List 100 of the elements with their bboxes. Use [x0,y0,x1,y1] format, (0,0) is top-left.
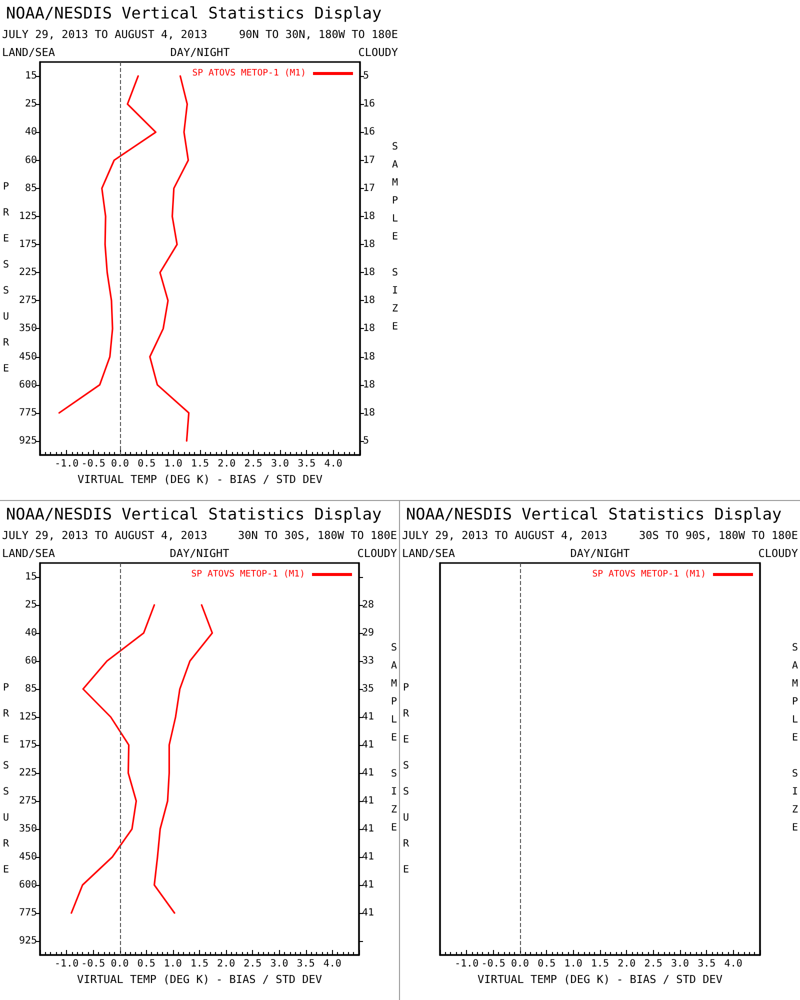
y2-tick-label: 18 [363,267,376,278]
text: SAMPLE SIZE [390,642,398,834]
text: DAY/NIGHT [170,46,230,59]
x-tick-label: 3.5 [298,458,316,470]
y2-tick-label: 35 [362,684,374,694]
y-tick-label: 25 [24,98,37,110]
y2-tick-label: 41 [362,880,374,890]
y-tick-label: 775 [18,407,37,418]
x-tick-label: -0.5 [481,958,506,970]
text: PRESSURE [3,682,10,876]
y2-tick-label: 41 [362,712,374,722]
text: PRESSURE [403,682,410,876]
y-tick-label: 60 [24,656,37,666]
text: LAND/SEA [2,46,56,59]
y2-tick-label: 16 [363,126,376,138]
legend-label: SP ATOVS METOP-1 (M1) [191,570,305,580]
y2-tick-label: 41 [362,908,374,918]
y-tick-label: 85 [24,684,37,694]
x-tick-label: 1.0 [564,958,582,970]
text: 30N TO 30S, 180W TO 180E [238,529,398,542]
y-tick-label: 175 [18,238,37,250]
y2-tick-label: 41 [362,768,374,778]
x-tick-label: 4.0 [324,458,342,470]
y2-tick-label: 5 [363,435,370,446]
y2-tick-label: 29 [362,628,374,638]
legend-label: SP ATOVS METOP-1 (M1) [592,570,706,580]
text: DAY/NIGHT [570,547,630,560]
y2-tick-label: 17 [363,182,376,194]
x-tick-label: 4.0 [724,958,742,970]
y-tick-label: 40 [24,628,37,638]
y-tick-label: 275 [18,295,37,306]
x-tick-label: 0.0 [510,958,530,970]
x-tick-label: -1.0 [54,958,79,970]
x-axis-title: VIRTUAL TEMP (DEG K) - BIAS / STD DEV [477,972,723,986]
text: PRESSURE [3,182,10,374]
y2-tick-label: 18 [363,210,376,222]
x-tick-label: 2.0 [218,458,236,470]
x-axis-title: VIRTUAL TEMP (DEG K) - BIAS / STD DEV [77,472,323,486]
y-tick-label: 225 [18,267,37,278]
y-tick-label: 450 [18,852,37,862]
y2-tick-label: 41 [362,740,374,750]
text: 30S TO 90S, 180W TO 180E [639,529,798,542]
text: CLOUDY [357,547,398,560]
legend-label: SP ATOVS METOP-1 (M1) [192,68,306,78]
x-axis-title: VIRTUAL TEMP (DEG K) - BIAS / STD DEV [76,972,322,986]
text: DAY/NIGHT [170,547,230,560]
y-tick-label: 925 [18,435,37,446]
y2-tick-label: 18 [363,351,376,362]
x-tick-label: 4.0 [323,958,342,970]
x-tick-label: 2.5 [244,458,262,470]
x-tick-label: 2.0 [217,958,236,970]
text: SAMPLE SIZE [392,142,398,332]
x-tick-label: -0.5 [81,458,106,470]
y-tick-label: 85 [24,182,37,194]
x-tick-label: 0.0 [110,958,129,970]
text: 90N TO 30N, 180W TO 180E [239,28,398,41]
x-tick-label: -0.5 [81,958,106,970]
chart-subtitle: JULY 29, 2013 TO AUGUST 4, 2013 [2,529,208,542]
y2-tick-label: 18 [363,295,376,306]
y-tick-label: 925 [18,936,37,946]
y-tick-label: 175 [18,740,37,750]
x-tick-label: 0.5 [138,458,156,470]
chart-subtitle: JULY 29, 2013 TO AUGUST 4, 2013 [2,28,208,41]
y-tick-label: 600 [18,880,37,890]
x-tick-label: 1.5 [590,958,610,970]
x-tick-label: 2.5 [644,958,662,970]
y-tick-label: 125 [18,712,37,722]
chart-title: NOAA/NESDIS Vertical Statistics Display [6,504,382,524]
y-tick-label: 350 [18,824,37,834]
y2-tick-label: 41 [362,796,374,806]
y-tick-label: 350 [18,323,37,334]
y-tick-label: 25 [24,600,37,610]
x-tick-label: 1.0 [164,958,182,970]
x-tick-label: 0.5 [538,958,556,970]
y2-tick-label: 41 [362,852,374,862]
chart-title: NOAA/NESDIS Vertical Statistics Display [406,504,782,524]
x-tick-label: 2.5 [244,958,262,970]
y2-tick-label: 17 [363,154,376,166]
x-tick-label: 1.5 [190,958,209,970]
x-tick-label: 3.0 [670,958,690,970]
x-tick-label: -1.0 [454,958,479,970]
y-tick-label: 225 [18,768,37,778]
y2-tick-label: 18 [363,407,376,418]
y2-tick-label: 18 [363,323,376,334]
x-tick-label: 0.0 [110,458,130,470]
y2-tick-label: 28 [362,600,374,610]
chart-subtitle: JULY 29, 2013 TO AUGUST 4, 2013 [402,529,608,542]
text: SAMPLE SIZE [792,642,798,834]
y-tick-label: 40 [24,126,37,138]
y2-tick-label: 18 [363,379,376,390]
text: CLOUDY [358,46,398,59]
chart-title: NOAA/NESDIS Vertical Statistics Display [6,4,382,22]
y2-tick-label: 16 [363,98,376,110]
y2-tick-label: 41 [362,824,374,834]
x-tick-label: 3.5 [296,958,315,970]
x-tick-label: -1.0 [54,458,79,470]
x-tick-label: 0.5 [137,958,156,970]
x-tick-label: 3.0 [270,958,288,970]
y2-tick-label: 5 [363,70,370,82]
x-tick-label: 3.5 [698,958,716,970]
